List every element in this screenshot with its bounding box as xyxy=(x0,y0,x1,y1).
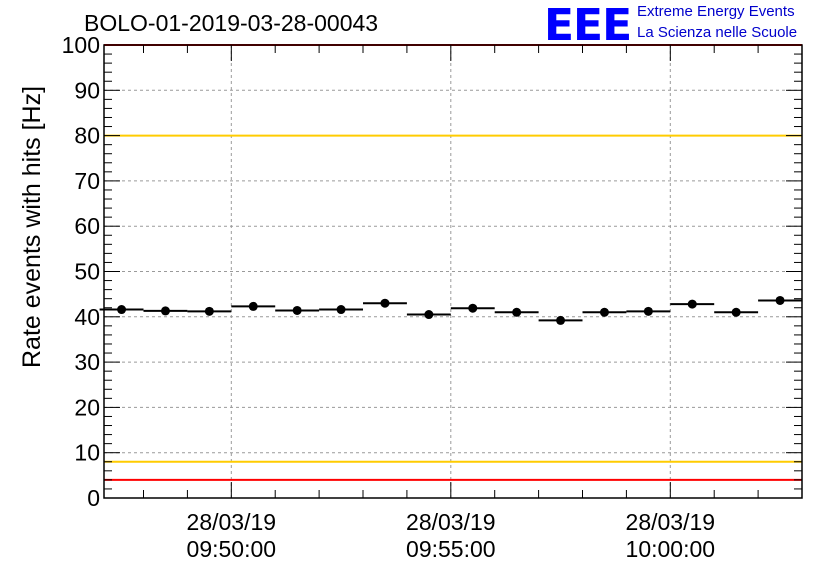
data-point xyxy=(248,301,258,311)
x-tick-label-time: 09:55:00 xyxy=(406,536,496,562)
data-point xyxy=(468,303,478,313)
logo-line-2: La Scienza nelle Scuole xyxy=(637,24,798,41)
data-series xyxy=(99,295,802,325)
data-point xyxy=(117,305,127,315)
data-point xyxy=(512,307,522,317)
data-point xyxy=(336,305,346,315)
y-tick-label: 100 xyxy=(62,32,100,58)
y-axis-label: Rate events with hits [Hz] xyxy=(18,85,46,368)
y-tick-label: 40 xyxy=(74,304,100,330)
y-tick-label: 0 xyxy=(87,485,100,511)
y-tick-label: 30 xyxy=(74,349,100,375)
axes: 010203040506070809010028/03/1909:50:0028… xyxy=(62,32,803,562)
grid-layer xyxy=(104,45,802,498)
data-point xyxy=(599,307,609,317)
x-tick-label-date: 28/03/19 xyxy=(626,509,716,535)
y-tick-label: 80 xyxy=(74,123,100,149)
x-tick-label-time: 10:00:00 xyxy=(626,536,716,562)
data-point xyxy=(424,310,434,320)
data-point xyxy=(380,298,390,308)
eee-logo: EEE xyxy=(544,0,632,51)
data-point xyxy=(160,306,170,316)
x-tick-label-date: 28/03/19 xyxy=(187,509,277,535)
data-point xyxy=(643,306,653,316)
reference-lines xyxy=(104,44,802,481)
y-tick-label: 70 xyxy=(74,168,100,194)
y-tick-label: 60 xyxy=(74,213,100,239)
data-point xyxy=(204,306,214,316)
y-tick-label: 10 xyxy=(74,440,100,466)
data-point xyxy=(556,315,566,325)
data-point xyxy=(731,307,741,317)
y-tick-label: 20 xyxy=(74,394,100,420)
x-tick-label-time: 09:50:00 xyxy=(187,536,277,562)
data-point xyxy=(775,295,785,305)
data-point xyxy=(292,305,302,315)
x-tick-label-date: 28/03/19 xyxy=(406,509,496,535)
y-tick-label: 50 xyxy=(74,259,100,285)
y-tick-label: 90 xyxy=(74,77,100,103)
logo-line-1: Extreme Energy Events xyxy=(637,3,795,20)
chart-title: BOLO-01-2019-03-28-00043 xyxy=(84,10,379,36)
data-point xyxy=(687,299,697,309)
